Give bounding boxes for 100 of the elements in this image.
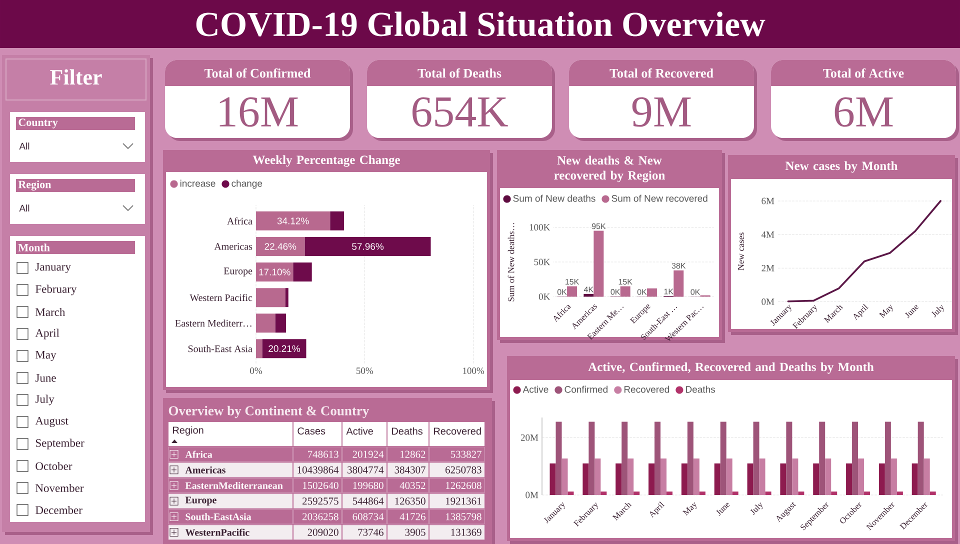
bar <box>918 422 924 495</box>
bar <box>567 286 578 297</box>
bar <box>825 458 832 495</box>
bar <box>714 463 720 495</box>
data-label: 0K <box>637 289 647 295</box>
bar <box>759 458 766 495</box>
bar <box>622 422 628 495</box>
chart-title: New cases by Month <box>786 161 898 173</box>
data-label: 2592575 <box>302 498 338 505</box>
data-label: 608734 <box>352 513 384 520</box>
bar <box>568 492 574 495</box>
text: September <box>36 438 84 450</box>
text: June <box>35 374 56 382</box>
text: Filter <box>50 69 102 85</box>
bar <box>786 422 792 495</box>
y-axis-title: Sum of New deaths… <box>508 223 514 302</box>
data-label: 57.96% <box>352 243 384 250</box>
data-label: 22.46% <box>264 243 296 250</box>
data-label: 131369 <box>451 528 482 536</box>
data-label: 1385798 <box>446 513 482 520</box>
bar <box>753 422 760 495</box>
bar <box>285 288 288 308</box>
bar <box>924 458 930 495</box>
category-label: EasternMediterranean <box>185 482 283 490</box>
bar <box>256 288 286 308</box>
data-label: 126350 <box>395 498 426 505</box>
legend-label: Recovered <box>624 386 670 393</box>
bar <box>256 211 330 230</box>
x-tick-label: July <box>932 304 944 318</box>
y-tick-label: 100K <box>530 224 550 231</box>
bar <box>550 463 556 495</box>
bar <box>256 339 262 358</box>
text: Region <box>173 426 204 436</box>
y-axis-title: New cases <box>738 232 744 270</box>
data-label: 0K <box>610 289 620 295</box>
data-label: 10439864 <box>298 466 339 474</box>
bar <box>562 458 568 495</box>
x-tick-label: June <box>904 305 919 318</box>
data-label: 199680 <box>353 482 384 490</box>
bar <box>634 492 640 495</box>
bar <box>666 492 673 495</box>
bar <box>819 422 826 495</box>
x-tick-label: 0% <box>250 368 262 374</box>
y-tick-label: 0M <box>762 298 774 305</box>
data-label: 3905 <box>405 528 426 536</box>
bar <box>780 463 786 495</box>
text: All <box>19 204 30 212</box>
y-tick-label: Africa <box>227 217 252 224</box>
series-label: Deaths <box>392 427 423 435</box>
data-label: 1K <box>664 288 674 294</box>
data-label: 20.21% <box>268 345 300 352</box>
data-label: 1262608 <box>446 482 482 490</box>
x-tick-label: May <box>878 304 893 318</box>
bar <box>890 458 897 495</box>
y-tick-label: 20M <box>520 434 538 441</box>
bar <box>262 339 306 358</box>
text: Overview by Continent & Country <box>168 406 370 418</box>
data-label: 2036258 <box>302 513 338 520</box>
bar <box>594 230 604 297</box>
bar <box>792 458 798 495</box>
y-tick-label: Western Pacific <box>190 294 252 302</box>
data-label: 4K <box>584 286 594 292</box>
category-label: South-EastAsia <box>186 513 252 520</box>
data-label: 0K <box>557 289 567 295</box>
text: Month <box>18 244 50 252</box>
bar <box>556 422 562 495</box>
legend-label: Active <box>522 386 548 393</box>
bar <box>660 458 667 495</box>
series-label: Recovered <box>434 427 481 435</box>
bar <box>616 463 622 495</box>
text: July <box>35 394 54 406</box>
data-label: 41726 <box>400 513 426 520</box>
text: 16M <box>220 97 298 127</box>
text: Country <box>18 118 58 128</box>
category-label: Total of Active <box>823 68 904 78</box>
bar <box>330 211 344 230</box>
data-label: 748613 <box>308 450 338 458</box>
text: 9M <box>632 97 691 127</box>
text: November <box>36 484 84 492</box>
y-tick-label: South-East Asia <box>188 345 252 352</box>
bar <box>930 492 936 495</box>
chart-title: New deaths & New recovered by Region <box>554 156 665 182</box>
bar <box>912 463 918 495</box>
data-label: 12862 <box>400 450 426 458</box>
text: January <box>35 262 71 273</box>
bar <box>594 458 601 495</box>
x-tick-label: 100% <box>463 368 484 374</box>
data-label: 15K <box>566 279 580 285</box>
data-label: 1921361 <box>446 498 482 505</box>
bar <box>304 236 431 256</box>
bar <box>699 492 706 495</box>
bar <box>765 492 772 495</box>
x-tick-label: 50% <box>356 368 374 374</box>
text: February <box>36 284 77 296</box>
bar <box>858 458 864 495</box>
y-tick-label: 0K <box>538 293 550 300</box>
bar <box>798 492 804 495</box>
text: All <box>19 142 30 150</box>
legend-label: change <box>232 180 262 189</box>
bar <box>582 463 589 495</box>
